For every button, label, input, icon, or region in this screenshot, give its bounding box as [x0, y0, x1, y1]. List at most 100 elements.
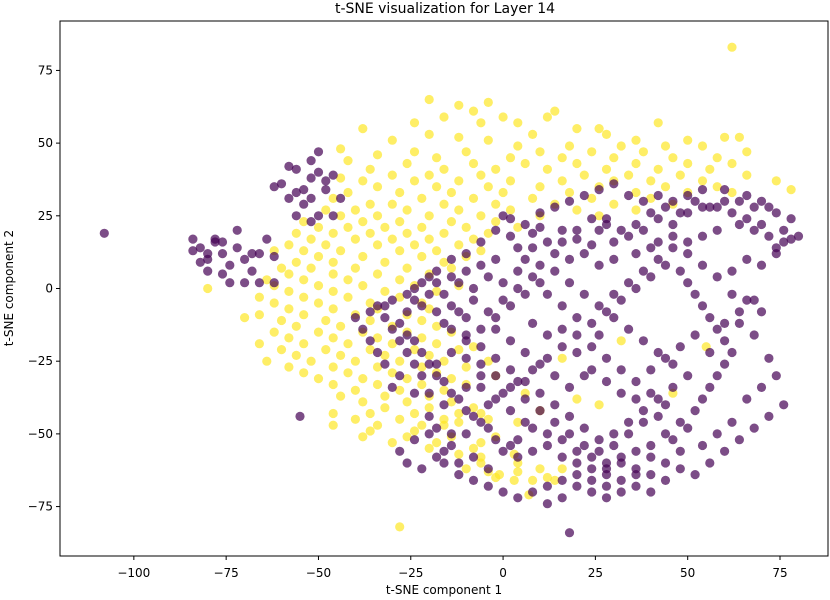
scatter-point-s0-43 [668, 153, 678, 163]
scatter-point-s1-229 [734, 307, 745, 317]
x-axis-label: t-SNE component 1 [386, 583, 502, 597]
scatter-point-s1-37 [269, 182, 279, 192]
scatter-point-s1-77 [668, 231, 678, 241]
scatter-point-s0-239 [372, 362, 383, 372]
scatter-point-s1-405 [358, 324, 368, 334]
scatter-point-s1-360 [742, 190, 752, 201]
scatter-point-s1-115 [542, 440, 553, 451]
chart-title: t-SNE visualization for Layer 14 [335, 1, 555, 17]
scatter-point-s0-269 [454, 408, 464, 419]
scatter-point-s0-273 [328, 420, 338, 430]
x-tick-label: 0 [499, 566, 507, 580]
scatter-point-s0-113 [336, 211, 346, 221]
scatter-point-s1-267 [572, 481, 582, 491]
scatter-point-s1-381 [417, 464, 427, 474]
scatter-point-s0-56 [542, 164, 553, 174]
scatter-point-s0-22 [720, 132, 730, 142]
scatter-point-s1-60 [653, 214, 663, 224]
scatter-point-s0-17 [601, 129, 612, 139]
scatter-point-s1-335 [380, 313, 390, 323]
scatter-point-s1-219 [587, 365, 597, 375]
scatter-point-s1-166 [638, 406, 649, 416]
scatter-point-s0-319 [616, 336, 626, 346]
scatter-point-s0-282 [387, 438, 397, 448]
scatter-point-s0-223 [321, 345, 331, 355]
scatter-point-s0-161 [306, 263, 316, 273]
scatter-point-s1-23 [247, 249, 257, 259]
scatter-point-s1-294 [793, 231, 804, 241]
scatter-point-s1-270 [601, 481, 612, 491]
scatter-point-s1-260 [542, 429, 553, 439]
scatter-point-s0-71 [505, 176, 516, 186]
scatter-point-s1-179 [535, 278, 545, 288]
scatter-point-s1-16 [240, 278, 250, 288]
scatter-point-s0-88 [498, 187, 508, 198]
scatter-point-s1-105 [446, 388, 456, 398]
y-tick-label: −50 [28, 427, 53, 441]
scatter-point-s0-93 [328, 193, 338, 203]
scatter-point-s1-199 [624, 429, 634, 439]
scatter-point-s0-248 [402, 374, 412, 384]
scatter-point-s1-252 [424, 411, 434, 421]
scatter-point-s1-131 [720, 336, 730, 346]
scatter-point-s1-25 [291, 164, 301, 174]
scatter-point-s1-212 [513, 283, 523, 294]
scatter-point-s1-91 [461, 266, 471, 276]
scatter-point-s1-208 [572, 313, 582, 323]
scatter-point-s1-407 [365, 307, 375, 317]
scatter-point-s1-401 [395, 371, 405, 381]
scatter-point-s0-101 [439, 199, 449, 209]
scatter-point-s1-121 [631, 446, 641, 456]
scatter-point-s0-230 [424, 350, 434, 360]
scatter-point-s0-133 [402, 228, 412, 238]
scatter-point-s0-311 [468, 342, 479, 352]
scatter-point-s1-117 [572, 458, 582, 468]
scatter-point-s0-27 [564, 141, 575, 151]
scatter-point-s1-362 [771, 208, 781, 218]
scatter-point-s0-32 [409, 147, 420, 157]
scatter-point-s1-40 [313, 211, 324, 221]
scatter-point-s1-21 [195, 257, 205, 267]
scatter-point-s0-57 [601, 164, 612, 174]
scatter-point-s0-68 [358, 176, 368, 186]
scatter-point-s0-135 [483, 228, 493, 238]
scatter-point-s1-182 [491, 313, 501, 323]
scatter-point-s1-221 [616, 388, 626, 398]
scatter-point-s1-340 [432, 266, 442, 276]
scatter-point-s1-408 [380, 301, 390, 311]
scatter-point-s1-231 [727, 289, 737, 299]
scatter-point-s0-258 [380, 391, 390, 401]
scatter-point-s1-287 [756, 307, 767, 317]
scatter-point-s1-150 [483, 400, 493, 410]
scatter-point-s1-132 [712, 324, 722, 334]
scatter-point-s1-256 [468, 452, 479, 462]
scatter-point-s1-33 [284, 193, 294, 203]
scatter-point-s1-104 [439, 376, 449, 387]
scatter-point-s1-49 [505, 231, 516, 241]
scatter-point-s1-187 [446, 301, 456, 311]
scatter-point-s1-162 [579, 423, 589, 433]
scatter-point-s0-47 [468, 158, 479, 169]
scatter-point-s0-58 [653, 164, 663, 174]
scatter-point-s0-107 [350, 205, 360, 215]
scatter-point-s1-244 [535, 359, 545, 369]
scatter-point-s1-8 [240, 254, 250, 264]
scatter-point-s1-151 [468, 295, 479, 305]
scatter-point-s1-178 [550, 266, 560, 276]
scatter-point-s0-137 [350, 234, 360, 244]
scatter-point-s1-314 [498, 278, 508, 288]
scatter-point-s1-112 [505, 440, 516, 451]
scatter-point-s1-28 [313, 167, 324, 177]
scatter-point-s0-121 [395, 217, 405, 227]
x-tick-label: 25 [588, 566, 603, 580]
scatter-point-s0-314 [454, 417, 464, 427]
scatter-point-s1-27 [306, 173, 316, 183]
scatter-point-s1-313 [513, 266, 523, 276]
scatter-point-s0-114 [372, 211, 383, 221]
scatter-point-s1-387 [454, 470, 464, 480]
scatter-point-s1-309 [572, 225, 582, 235]
scatter-point-s0-219 [343, 339, 353, 349]
scatter-point-s0-249 [446, 374, 456, 384]
scatter-point-s0-278 [358, 432, 368, 442]
scatter-point-s1-364 [690, 470, 700, 480]
